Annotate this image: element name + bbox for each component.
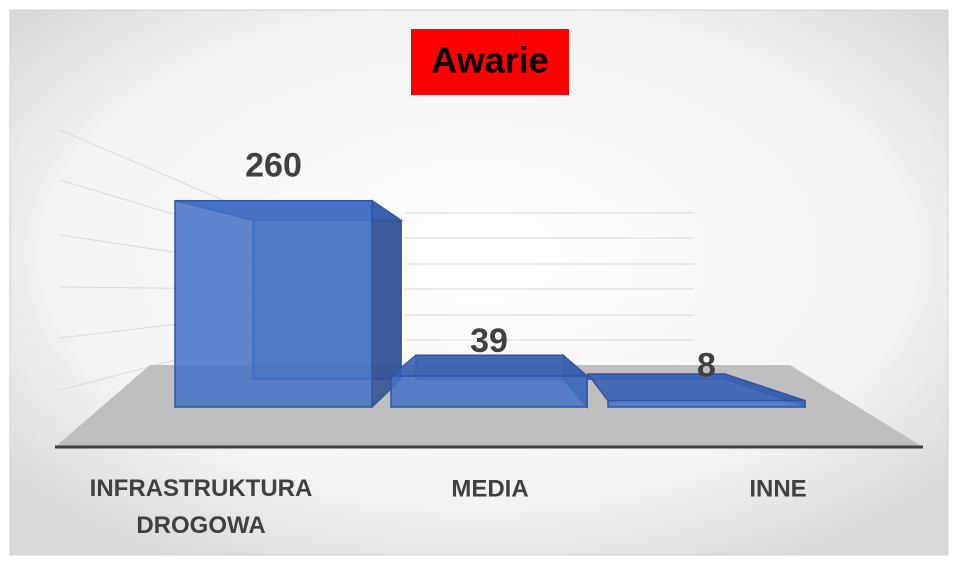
x-tick-label-line: INFRASTRUKTURA	[90, 475, 313, 502]
title-box	[411, 29, 569, 95]
back-wall	[59, 129, 694, 391]
value-label: 260	[245, 147, 302, 185]
x-tick-label: MEDIA	[451, 475, 528, 502]
chart-area	[9, 9, 949, 556]
bar	[607, 399, 806, 408]
value-label: 39	[470, 322, 508, 360]
value-label: 8	[697, 347, 716, 385]
bar	[174, 199, 373, 408]
x-tick-label: INFRASTRUKTURA DROGOWA	[90, 475, 313, 539]
bar	[390, 375, 588, 408]
chart-title: Awarie	[431, 40, 548, 81]
x-tick-label-line: DROGOWA	[136, 512, 265, 539]
x-tick-label: INNE	[749, 475, 806, 502]
